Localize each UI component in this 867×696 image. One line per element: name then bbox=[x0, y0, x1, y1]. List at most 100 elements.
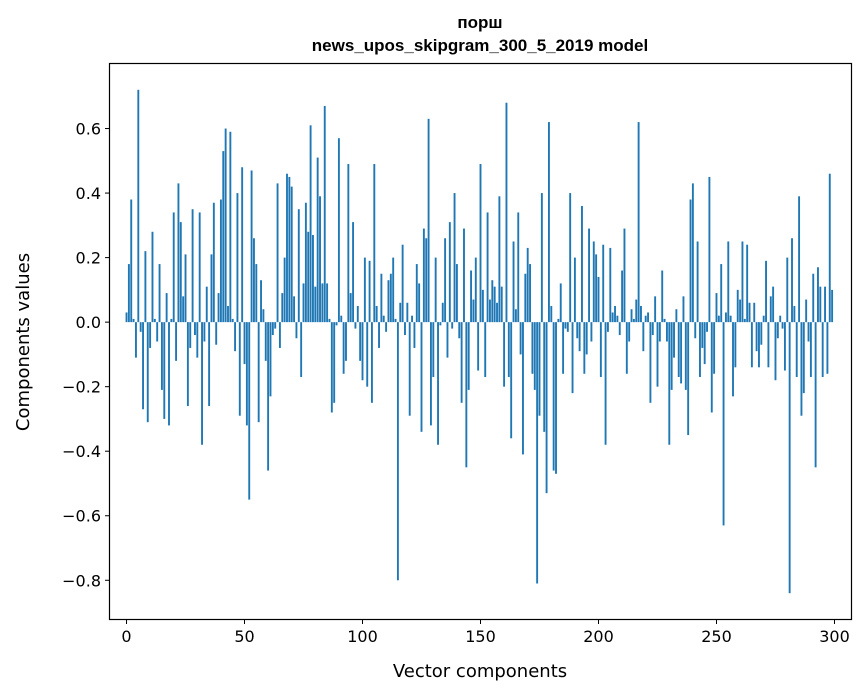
bar bbox=[684, 322, 687, 390]
bar bbox=[163, 322, 166, 419]
bar bbox=[408, 322, 411, 416]
x-tick-label: 100 bbox=[347, 627, 378, 646]
y-axis-label: Components values bbox=[13, 253, 34, 431]
y-tick-label: −0.8 bbox=[62, 571, 101, 590]
bar bbox=[262, 309, 265, 323]
bar bbox=[510, 322, 513, 439]
bar bbox=[800, 322, 803, 416]
bar bbox=[293, 296, 296, 323]
bar bbox=[691, 183, 694, 323]
bar bbox=[595, 254, 598, 323]
chart-subtitle: news_upos_skipgram_300_5_2019 model bbox=[312, 36, 648, 55]
x-tick-label: 200 bbox=[583, 627, 614, 646]
bar bbox=[451, 322, 454, 329]
bar bbox=[783, 322, 786, 371]
bar bbox=[455, 264, 458, 323]
bar bbox=[630, 309, 633, 323]
y-tick-label: −0.6 bbox=[62, 507, 101, 526]
bar bbox=[236, 193, 239, 323]
bar bbox=[156, 322, 159, 342]
bar bbox=[463, 228, 465, 323]
bar bbox=[411, 315, 414, 323]
bar bbox=[312, 235, 314, 323]
bar bbox=[621, 270, 624, 323]
bar bbox=[356, 306, 359, 323]
bar bbox=[227, 306, 229, 323]
bar bbox=[165, 293, 168, 323]
bar bbox=[493, 286, 496, 323]
bar bbox=[798, 196, 801, 323]
bar bbox=[654, 296, 657, 323]
bar bbox=[245, 322, 248, 426]
bar bbox=[406, 302, 409, 323]
bar bbox=[592, 241, 595, 323]
bar bbox=[552, 322, 555, 471]
bar bbox=[224, 128, 227, 323]
bar bbox=[824, 286, 826, 323]
bar bbox=[212, 202, 215, 323]
bar bbox=[316, 157, 319, 323]
bar bbox=[637, 122, 640, 323]
bar bbox=[713, 322, 716, 374]
bar bbox=[734, 322, 737, 368]
bar bbox=[158, 264, 161, 323]
bar bbox=[198, 212, 201, 323]
bar bbox=[302, 283, 305, 323]
bar bbox=[531, 322, 534, 374]
bar bbox=[151, 231, 154, 323]
bar bbox=[706, 322, 708, 332]
bar bbox=[701, 322, 704, 348]
bar bbox=[687, 322, 690, 436]
bar bbox=[257, 322, 260, 423]
bar bbox=[389, 273, 392, 323]
bar bbox=[755, 322, 758, 352]
y-tick-label: 0.6 bbox=[76, 120, 101, 139]
chart-title: порш bbox=[457, 13, 502, 32]
bar bbox=[229, 131, 232, 323]
bar bbox=[762, 315, 765, 323]
bar bbox=[368, 260, 371, 323]
bar bbox=[739, 299, 742, 323]
bar bbox=[661, 270, 664, 323]
bar bbox=[665, 322, 668, 342]
bar bbox=[255, 264, 258, 323]
bar bbox=[571, 322, 574, 394]
bar bbox=[743, 318, 746, 323]
bar bbox=[786, 257, 789, 323]
bar bbox=[477, 322, 480, 371]
bar bbox=[543, 322, 546, 432]
y-axis-ticks: −0.8 −0.6 −0.4 −0.2 0.0 0.2 0.4 0.6 bbox=[62, 120, 110, 590]
bar bbox=[750, 322, 753, 368]
bar bbox=[772, 286, 775, 323]
bar bbox=[663, 318, 666, 323]
bar bbox=[760, 322, 763, 345]
bar bbox=[453, 193, 456, 323]
bar bbox=[732, 322, 734, 397]
bar bbox=[304, 202, 307, 323]
bar bbox=[748, 302, 751, 323]
bar bbox=[361, 322, 364, 381]
bar bbox=[333, 322, 336, 403]
bar bbox=[640, 306, 642, 323]
bar-series bbox=[125, 89, 834, 594]
bar bbox=[467, 322, 470, 390]
bar bbox=[802, 322, 805, 394]
bar bbox=[512, 241, 515, 323]
bar bbox=[831, 289, 834, 323]
y-tick-label: 0.2 bbox=[76, 249, 101, 268]
bar bbox=[597, 276, 600, 323]
bar bbox=[632, 318, 635, 323]
bar bbox=[765, 260, 767, 323]
bar bbox=[373, 164, 376, 323]
bar bbox=[812, 273, 815, 323]
bar bbox=[819, 286, 822, 323]
bar bbox=[418, 283, 421, 323]
bar bbox=[793, 306, 796, 323]
bar bbox=[132, 318, 135, 323]
bar bbox=[505, 102, 508, 323]
bar bbox=[385, 322, 388, 332]
bar bbox=[175, 322, 178, 361]
bar bbox=[444, 238, 447, 323]
bar bbox=[496, 302, 498, 323]
bar bbox=[248, 322, 251, 500]
